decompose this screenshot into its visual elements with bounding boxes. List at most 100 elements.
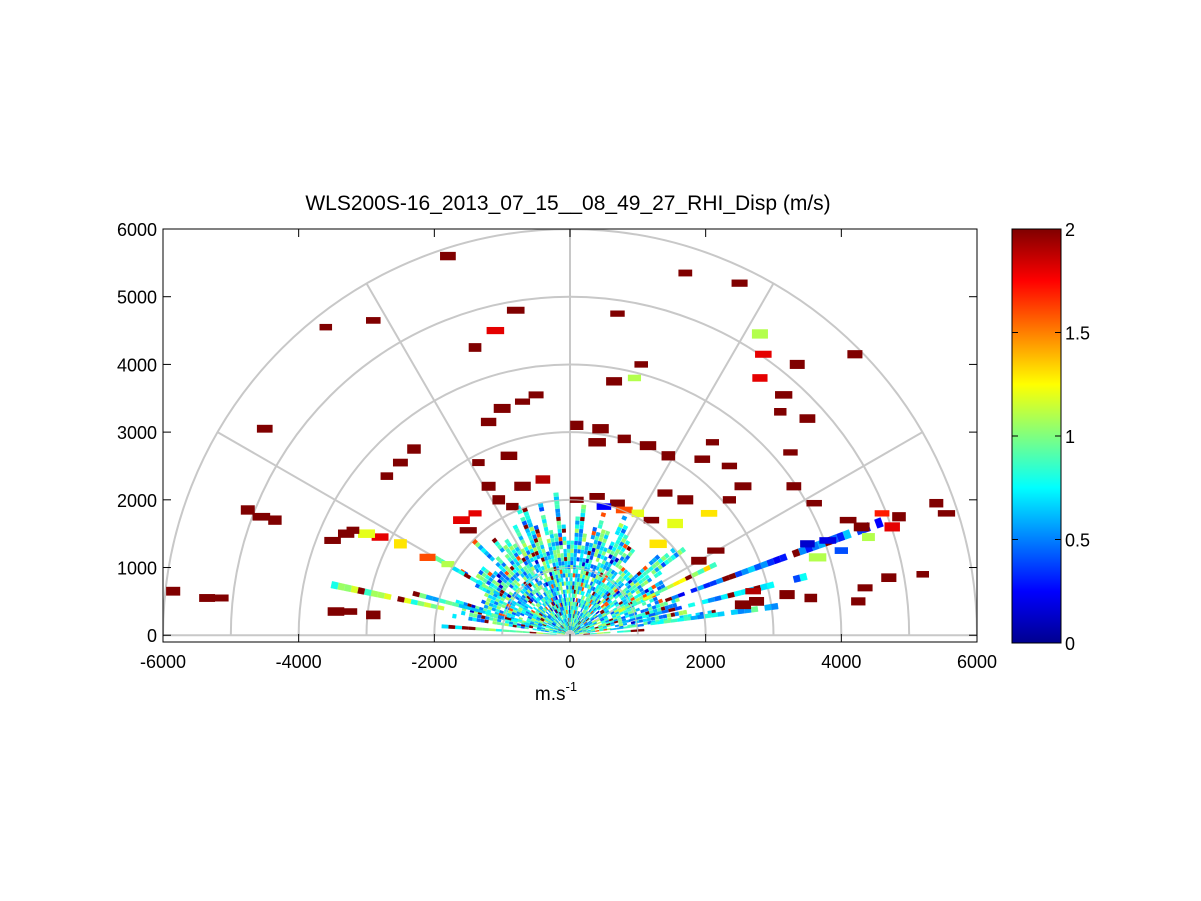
range-gate <box>524 626 529 630</box>
range-gate <box>597 613 602 617</box>
range-gate <box>537 614 543 618</box>
range-gate <box>610 623 615 627</box>
range-gate <box>543 601 548 607</box>
range-gate <box>489 582 495 588</box>
data-cell <box>929 498 944 508</box>
range-gate <box>495 561 501 568</box>
range-gate <box>565 605 568 611</box>
range-gate <box>600 598 606 603</box>
range-gate <box>580 512 586 518</box>
beam-gate <box>590 632 597 635</box>
range-gate <box>628 586 634 592</box>
data-cell <box>783 449 798 456</box>
range-gate <box>570 585 573 590</box>
range-gate <box>581 545 585 550</box>
range-gate <box>556 631 562 634</box>
beam-gate <box>715 577 724 585</box>
range-gate <box>588 594 592 599</box>
x-tick-label: -2000 <box>411 652 457 672</box>
range-gate <box>544 606 549 611</box>
range-gate <box>578 561 583 566</box>
range-gate <box>612 607 618 612</box>
range-gate <box>519 612 525 617</box>
range-gate <box>570 625 572 631</box>
range-gate <box>515 613 520 617</box>
range-gate <box>516 625 521 629</box>
chart-title: WLS200S-16_2013_07_15__08_49_27_RHI_Disp… <box>305 192 830 215</box>
range-gate <box>541 625 546 628</box>
beam-gate <box>766 581 775 590</box>
range-gate <box>545 611 550 615</box>
range-gate <box>630 596 636 602</box>
range-gate <box>518 535 524 541</box>
range-gate <box>547 576 552 582</box>
range-gate <box>594 593 599 598</box>
beam-gate <box>630 629 638 633</box>
range-gate <box>562 606 566 611</box>
range-gate <box>572 605 574 610</box>
beam-gate <box>418 592 427 599</box>
range-gate <box>614 530 621 536</box>
range-gate <box>544 581 549 587</box>
range-gate <box>511 586 517 592</box>
data-cell <box>806 499 822 507</box>
range-gate <box>550 624 555 628</box>
range-gate <box>520 626 525 629</box>
range-gate <box>638 587 645 593</box>
range-gate <box>592 596 597 602</box>
range-gate <box>591 586 596 592</box>
range-gate <box>593 614 598 618</box>
beam-gate <box>529 631 537 634</box>
range-gate <box>523 524 529 530</box>
range-gate <box>592 526 598 532</box>
range-gate <box>508 621 514 625</box>
range-gate <box>559 607 562 612</box>
range-gate <box>593 602 597 607</box>
range-gate <box>657 564 664 571</box>
range-gate <box>584 601 588 606</box>
range-gate <box>620 572 626 578</box>
range-gate <box>554 587 558 592</box>
range-gate <box>600 554 605 560</box>
range-gate <box>482 577 488 584</box>
range-gate <box>638 595 644 601</box>
polar-grid <box>163 229 977 637</box>
beam-gate <box>478 609 486 614</box>
range-gate <box>526 617 532 622</box>
data-cells <box>166 251 956 635</box>
colorbar-axis: 0 0.5 1 1.5 2 <box>1012 220 1090 654</box>
range-gate <box>518 598 524 603</box>
range-gate <box>505 596 511 601</box>
range-gate <box>597 585 602 590</box>
beam-gate <box>549 633 557 635</box>
range-gate <box>580 516 585 522</box>
data-cell <box>661 451 676 461</box>
range-gate <box>585 558 590 564</box>
range-gate <box>597 562 602 568</box>
range-gate <box>633 594 639 600</box>
range-gate <box>573 544 578 550</box>
y-tick-label: 6000 <box>117 220 157 240</box>
beam-gate <box>617 630 625 633</box>
range-gate <box>663 559 670 566</box>
range-gate <box>618 532 625 538</box>
range-gate <box>549 629 554 632</box>
range-gate <box>567 556 571 562</box>
range-gate <box>575 589 578 595</box>
data-cell <box>643 516 660 524</box>
range-gate <box>566 589 569 594</box>
range-gate <box>602 627 608 630</box>
range-gate <box>576 590 580 595</box>
range-gate <box>534 582 539 588</box>
data-cell <box>419 553 436 561</box>
range-gate <box>537 567 543 572</box>
range-gate <box>506 568 512 574</box>
range-gate <box>518 616 524 621</box>
range-gate <box>549 607 554 612</box>
range-gate <box>528 587 533 593</box>
range-gate <box>499 609 504 614</box>
data-cell <box>705 439 719 446</box>
range-gate <box>602 593 607 599</box>
range-gate <box>613 542 619 549</box>
range-gate <box>512 624 517 628</box>
